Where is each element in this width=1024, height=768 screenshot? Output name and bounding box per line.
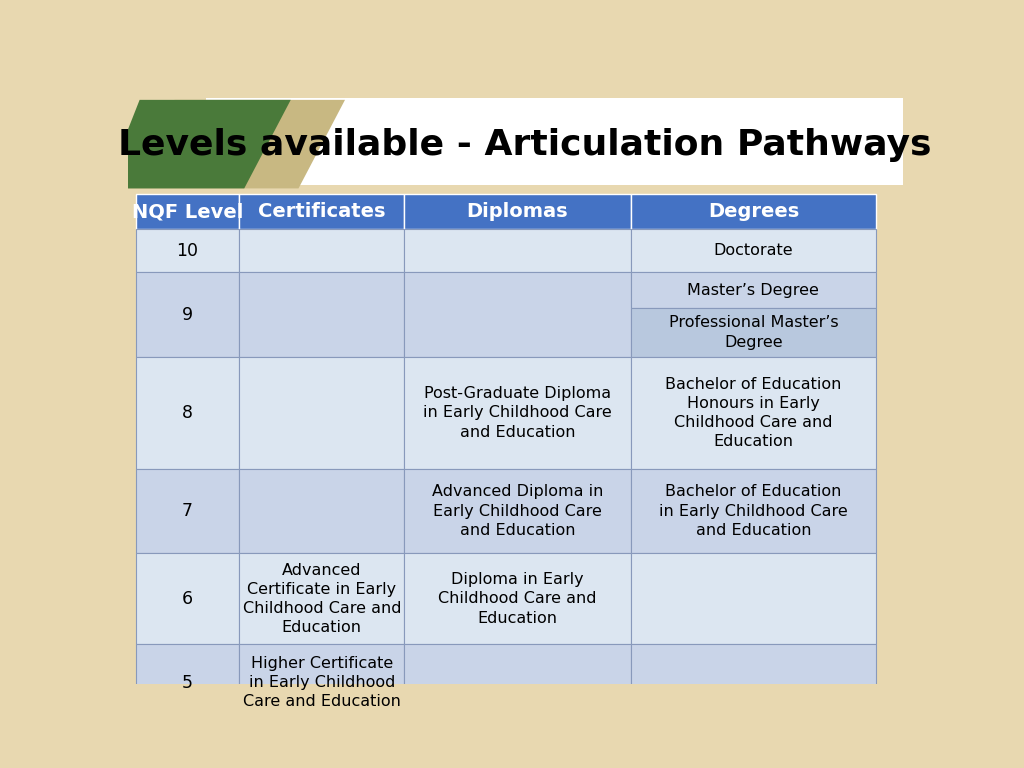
Text: Advanced
Certificate in Early
Childhood Care and
Education: Advanced Certificate in Early Childhood … <box>243 562 401 635</box>
Bar <box>631 468 877 554</box>
Bar <box>404 644 631 721</box>
Text: Post-Graduate Diploma
in Early Childhood Care
and Education: Post-Graduate Diploma in Early Childhood… <box>423 386 611 439</box>
Text: Diplomas: Diplomas <box>467 202 568 221</box>
Text: 8: 8 <box>182 404 194 422</box>
Text: 7: 7 <box>182 502 194 520</box>
Text: Higher Certificate
in Early Childhood
Care and Education: Higher Certificate in Early Childhood Ca… <box>243 656 400 710</box>
Bar <box>631 273 877 308</box>
Bar <box>136 229 240 273</box>
Bar <box>240 554 404 644</box>
Bar <box>631 554 877 644</box>
Bar <box>240 229 404 273</box>
Bar <box>631 357 877 468</box>
Text: Levels available - Articulation Pathways: Levels available - Articulation Pathways <box>118 127 932 161</box>
Bar <box>404 357 631 468</box>
Text: 9: 9 <box>182 306 194 323</box>
Text: Bachelor of Education
Honours in Early
Childhood Care and
Education: Bachelor of Education Honours in Early C… <box>666 376 842 449</box>
Bar <box>136 554 240 644</box>
Bar <box>631 194 877 229</box>
Bar <box>240 468 404 554</box>
Bar <box>631 229 877 273</box>
Text: Degrees: Degrees <box>708 202 799 221</box>
Text: Diploma in Early
Childhood Care and
Education: Diploma in Early Childhood Care and Educ… <box>438 572 597 625</box>
Text: Professional Master’s
Degree: Professional Master’s Degree <box>669 316 839 349</box>
Text: Advanced Diploma in
Early Childhood Care
and Education: Advanced Diploma in Early Childhood Care… <box>432 485 603 538</box>
Bar <box>404 554 631 644</box>
Text: NQF Level: NQF Level <box>132 202 244 221</box>
Bar <box>136 194 240 229</box>
Bar <box>631 644 877 721</box>
Bar <box>631 308 877 357</box>
Bar <box>240 273 404 357</box>
Bar <box>136 644 240 721</box>
Text: 10: 10 <box>176 242 199 260</box>
Bar <box>404 229 631 273</box>
Bar <box>240 644 404 721</box>
Bar <box>404 194 631 229</box>
Bar <box>136 357 240 468</box>
Text: 5: 5 <box>182 674 194 692</box>
Bar <box>136 273 240 357</box>
Bar <box>206 98 903 184</box>
Text: Doctorate: Doctorate <box>714 243 794 258</box>
Bar <box>240 194 404 229</box>
Text: 6: 6 <box>182 590 194 607</box>
Text: Bachelor of Education
in Early Childhood Care
and Education: Bachelor of Education in Early Childhood… <box>659 485 848 538</box>
Polygon shape <box>104 100 291 188</box>
Bar <box>128 92 922 190</box>
Bar <box>404 468 631 554</box>
Bar <box>240 357 404 468</box>
Bar <box>404 273 631 357</box>
Bar <box>136 468 240 554</box>
Polygon shape <box>128 100 345 188</box>
Text: Certificates: Certificates <box>258 202 386 221</box>
Text: Master’s Degree: Master’s Degree <box>687 283 819 298</box>
